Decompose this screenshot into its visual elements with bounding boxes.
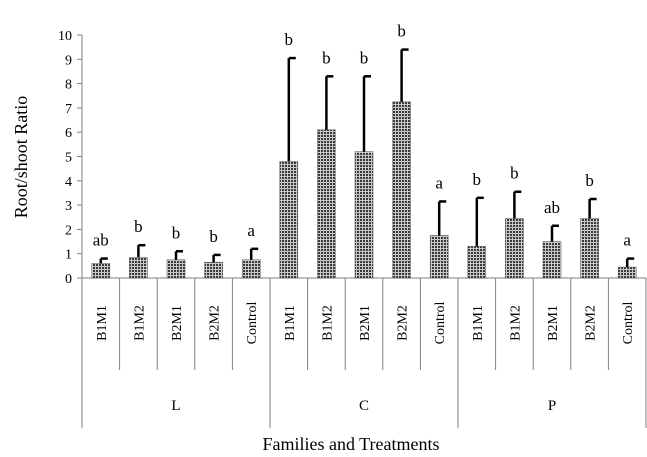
significance-label: b xyxy=(134,217,143,236)
significance-label: b xyxy=(172,223,181,242)
x-group-label: C xyxy=(359,398,369,414)
significance-label: ab xyxy=(93,231,109,250)
significance-label: a xyxy=(247,221,255,240)
x-category-label: Control xyxy=(621,302,636,345)
y-tick-label: 4 xyxy=(65,175,72,190)
y-tick-label: 10 xyxy=(58,29,72,44)
bar xyxy=(241,259,261,279)
x-category-label: B1M1 xyxy=(283,305,298,341)
significance-label: ab xyxy=(544,198,560,217)
bar xyxy=(580,218,599,279)
bar xyxy=(129,257,148,279)
x-category-label: B2M1 xyxy=(358,305,373,341)
y-tick-label: 5 xyxy=(65,151,72,166)
x-group-label: L xyxy=(171,398,180,414)
bar xyxy=(467,246,487,279)
bar xyxy=(204,261,223,279)
bar xyxy=(392,101,411,279)
significance-label: a xyxy=(623,231,631,250)
x-category-label: B1M1 xyxy=(95,305,110,341)
bar xyxy=(279,161,299,279)
significance-label: b xyxy=(585,171,594,190)
bar xyxy=(505,218,524,279)
significance-label: b xyxy=(510,164,519,183)
bar xyxy=(91,263,111,279)
x-category-label: Control xyxy=(433,302,448,345)
x-category-label: B2M1 xyxy=(170,305,185,341)
y-tick-label: 1 xyxy=(65,248,72,263)
bars xyxy=(91,48,637,279)
significance-label: b xyxy=(473,170,482,189)
bar xyxy=(429,235,449,279)
y-tick-label: 2 xyxy=(65,223,72,238)
x-category-label: B1M2 xyxy=(320,305,335,341)
bar xyxy=(542,241,562,279)
x-category-label: B2M2 xyxy=(584,305,599,341)
bar xyxy=(354,151,374,279)
bar xyxy=(617,266,637,279)
significance-label: b xyxy=(360,48,369,67)
bar xyxy=(317,129,336,279)
x-group-label: P xyxy=(548,398,556,414)
labels: abB1M1bB1M2bB2M1bB2M2aControlLbB1M1bB1M2… xyxy=(93,22,636,414)
y-tick-label: 0 xyxy=(65,272,72,287)
y-axis-title: Root/shoot Ratio xyxy=(11,96,31,219)
significance-label: b xyxy=(285,30,294,49)
bar xyxy=(166,259,186,279)
y-tick-label: 7 xyxy=(65,102,72,117)
y-tick-label: 3 xyxy=(65,199,72,214)
significance-label: b xyxy=(397,22,406,41)
x-category-label: B1M1 xyxy=(471,305,486,341)
significance-label: b xyxy=(209,227,218,246)
x-axis-title: Families and Treatments xyxy=(263,434,440,454)
significance-label: a xyxy=(435,173,443,192)
x-category-label: B1M2 xyxy=(132,305,147,341)
x-category-label: B2M1 xyxy=(546,305,561,341)
y-tick-label: 8 xyxy=(65,78,72,93)
y-tick-label: 9 xyxy=(65,53,72,68)
x-category-label: B2M2 xyxy=(396,305,411,341)
x-category-label: Control xyxy=(245,302,260,345)
y-tick-label: 6 xyxy=(65,126,72,141)
x-category-label: B2M2 xyxy=(208,305,223,341)
x-category-label: B1M2 xyxy=(508,305,523,341)
significance-label: b xyxy=(322,48,331,67)
axes: 0 1 2 3 4 5 6 7 8 9 10 xyxy=(58,29,647,428)
